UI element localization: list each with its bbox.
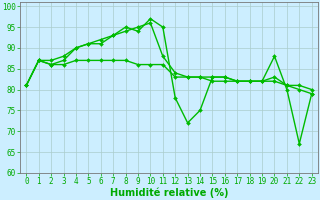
X-axis label: Humidité relative (%): Humidité relative (%) bbox=[110, 187, 228, 198]
